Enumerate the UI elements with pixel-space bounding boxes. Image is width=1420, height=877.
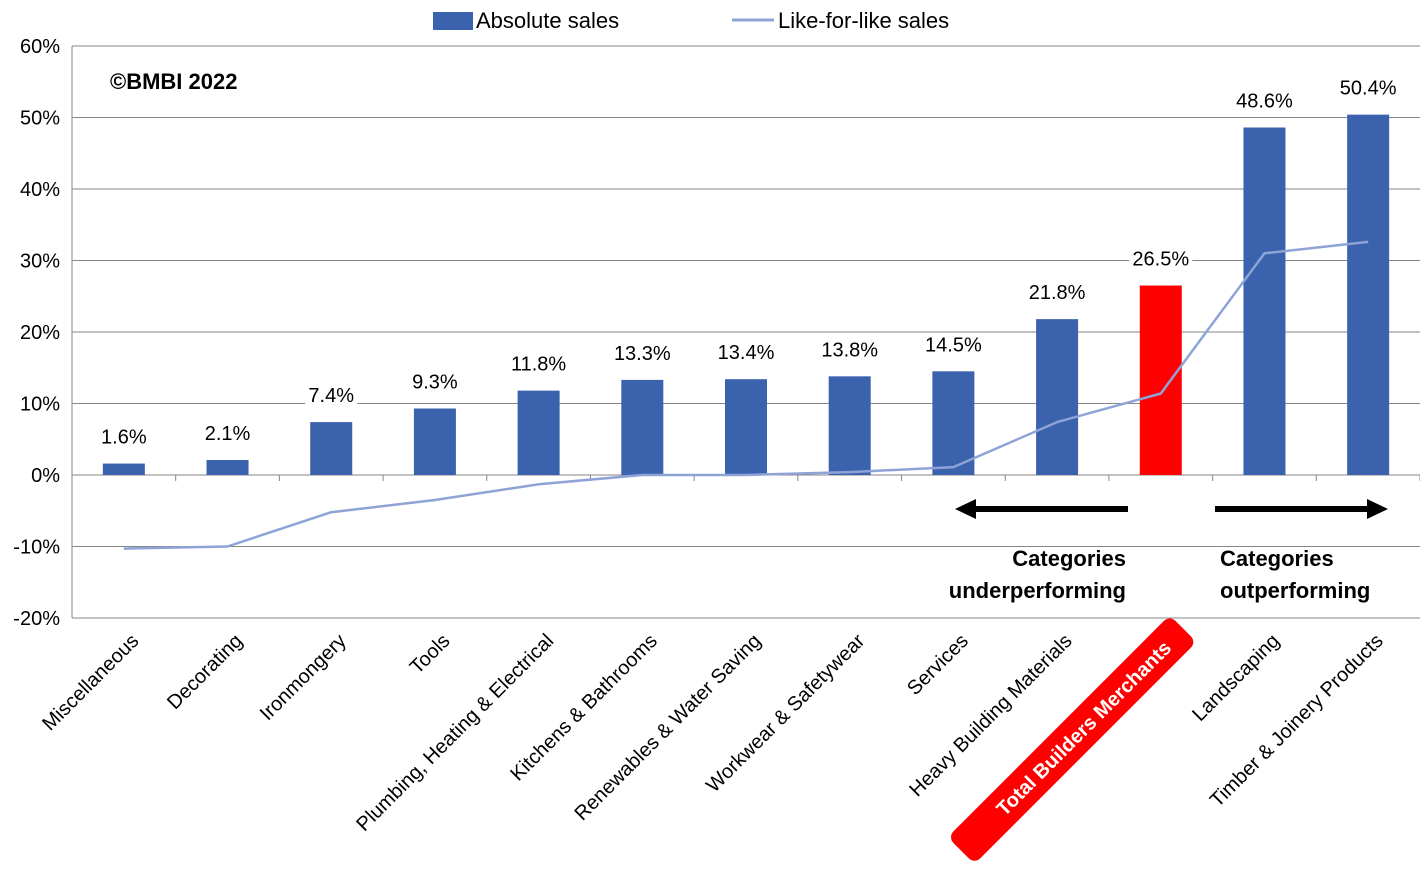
data-label: 21.8%: [1029, 282, 1086, 304]
bar: [310, 422, 353, 475]
data-label: 2.1%: [205, 423, 251, 445]
y-tick-label: -20%: [13, 608, 60, 630]
legend: Absolute sales Like-for-like sales: [433, 8, 949, 33]
bar: [932, 371, 975, 475]
data-label: 13.8%: [821, 339, 878, 361]
highlight-pill: [950, 618, 1194, 861]
category-text: Miscellaneous: [38, 630, 143, 735]
y-tick-label: 10%: [20, 394, 60, 416]
line-series: [123, 240, 1369, 550]
category-text: Ironmongery: [256, 630, 351, 725]
category-label: Timber & Joinery Products: [1206, 630, 1388, 812]
y-tick-label: 60%: [20, 36, 60, 58]
category-label: Plumbing, Heating & Electrical: [352, 630, 558, 836]
category-label: Ironmongery: [256, 630, 351, 725]
data-label: 48.6%: [1236, 91, 1293, 113]
category-text: Landscaping: [1188, 630, 1284, 726]
y-axis: -20% -10% 0% 10% 20% 30% 40% 50% 60%: [13, 36, 73, 630]
category-text: Timber & Joinery Products: [1206, 630, 1388, 812]
category-label: Landscaping: [1188, 630, 1284, 726]
category-labels: Miscellaneous Decorating Ironmongery ToolsP…: [38, 618, 1388, 861]
underperforming-label-line1: Categories: [1012, 546, 1126, 571]
data-label-bg: [714, 342, 778, 367]
outperforming-label-line1: Categories: [1220, 546, 1334, 571]
data-label-bg: [1336, 77, 1400, 102]
category-text: Renewables & Water Saving: [570, 630, 765, 825]
y-tick-label: 0%: [31, 465, 60, 487]
outperforming-arrow: [1215, 499, 1388, 519]
category-label: Miscellaneous: [38, 630, 143, 735]
data-label-bg: [1129, 248, 1193, 273]
category-label: Decorating: [163, 630, 247, 714]
data-label: 50.4%: [1340, 78, 1397, 100]
data-label-bg: [610, 342, 674, 367]
data-label-bg: [507, 353, 571, 378]
category-text: Tools: [406, 630, 455, 679]
y-tick-label: 50%: [20, 108, 60, 130]
category-label: Renewables & Water Saving: [570, 630, 765, 825]
data-label-bg: [818, 339, 882, 364]
legend-label-like-for-like: Like-for-like sales: [778, 8, 949, 33]
bar: [621, 379, 664, 475]
outperforming-label-line2: outperforming: [1220, 578, 1370, 603]
bar: [1347, 114, 1390, 475]
data-label: 13.3%: [614, 343, 671, 365]
grid-lines: [72, 45, 1420, 619]
data-label: 13.4%: [718, 342, 775, 364]
bar: [1243, 127, 1286, 475]
data-label: 1.6%: [101, 427, 147, 449]
bar: [206, 459, 249, 475]
data-labels: 1.6% 2.1% 7.4% 9.3% 11.8% 13.3% 13.4% 13.8% 14.5…: [97, 77, 1400, 451]
category-label: Tools: [406, 630, 455, 679]
like-for-like-line: [123, 240, 1369, 550]
bar: [1036, 319, 1079, 475]
data-label: 11.8%: [511, 354, 566, 376]
data-label-bg: [97, 426, 150, 451]
category-text: Services: [903, 630, 973, 700]
y-tick-label: 20%: [20, 322, 60, 344]
data-label-bg: [1025, 282, 1089, 307]
data-label: 14.5%: [925, 334, 982, 356]
legend-label-absolute: Absolute sales: [476, 8, 619, 33]
underperforming-label-line2: underperforming: [949, 578, 1126, 603]
category-label: Services: [903, 630, 973, 700]
category-label-highlight: Total Builders Merchants: [950, 618, 1194, 861]
copyright-label: ©BMBI 2022: [110, 69, 237, 94]
bar-series: [102, 114, 1390, 475]
bar: [413, 408, 456, 475]
bar: [828, 376, 871, 475]
data-label: 7.4%: [308, 385, 354, 407]
category-text: Total Builders Merchants: [993, 637, 1176, 820]
y-tick-label: 30%: [20, 251, 60, 273]
data-label-bg: [408, 371, 461, 396]
data-label: 9.3%: [412, 372, 458, 394]
x-axis: [71, 475, 1420, 481]
bar: [725, 379, 767, 475]
bar: [102, 463, 145, 475]
bar: [517, 390, 560, 475]
data-label-bg: [305, 385, 358, 410]
category-text: Plumbing, Heating & Electrical: [352, 630, 558, 836]
category-text: Decorating: [163, 630, 247, 714]
bar: [1139, 285, 1182, 475]
data-label: 26.5%: [1132, 249, 1189, 271]
underperforming-arrow: [955, 499, 1128, 519]
y-tick-label: -10%: [13, 537, 60, 559]
data-label-bg: [1232, 90, 1296, 115]
data-label-bg: [921, 334, 985, 359]
y-tick-label: 40%: [20, 179, 60, 201]
data-label-bg: [201, 422, 254, 447]
legend-swatch-absolute: [433, 12, 473, 30]
